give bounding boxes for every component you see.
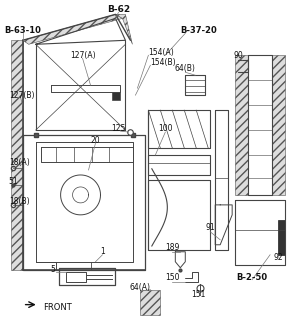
Text: 127(A): 127(A) [70, 51, 95, 60]
Text: 91: 91 [205, 223, 215, 232]
Text: 154(B): 154(B) [150, 58, 176, 67]
Polygon shape [112, 92, 120, 100]
Text: 154(A): 154(A) [148, 48, 174, 57]
Text: FRONT: FRONT [43, 303, 71, 312]
Text: 127(B): 127(B) [9, 91, 34, 100]
Polygon shape [115, 14, 132, 44]
Text: 100: 100 [158, 124, 173, 132]
Text: B-62: B-62 [107, 5, 130, 14]
Text: 1: 1 [100, 247, 105, 256]
Polygon shape [140, 290, 160, 315]
Text: 20: 20 [91, 136, 100, 145]
Text: 125: 125 [111, 124, 126, 132]
Text: 92: 92 [273, 253, 283, 262]
Text: 51: 51 [9, 178, 18, 187]
Text: 5: 5 [50, 265, 55, 274]
Text: 151: 151 [191, 290, 205, 299]
Polygon shape [235, 55, 248, 195]
Text: 64(A): 64(A) [130, 283, 151, 292]
Polygon shape [278, 220, 285, 255]
Polygon shape [272, 55, 285, 195]
Text: 150: 150 [165, 273, 180, 282]
Polygon shape [11, 40, 23, 270]
Text: 90: 90 [233, 51, 243, 60]
Polygon shape [23, 14, 122, 44]
Text: 64(B): 64(B) [175, 64, 196, 73]
Text: 18(A): 18(A) [9, 158, 30, 167]
Text: 18(B): 18(B) [9, 197, 30, 206]
Text: B-37-20: B-37-20 [180, 26, 217, 35]
Text: B-2-50: B-2-50 [237, 273, 268, 282]
Text: B-63-10: B-63-10 [4, 26, 41, 35]
Text: 189: 189 [165, 243, 179, 252]
